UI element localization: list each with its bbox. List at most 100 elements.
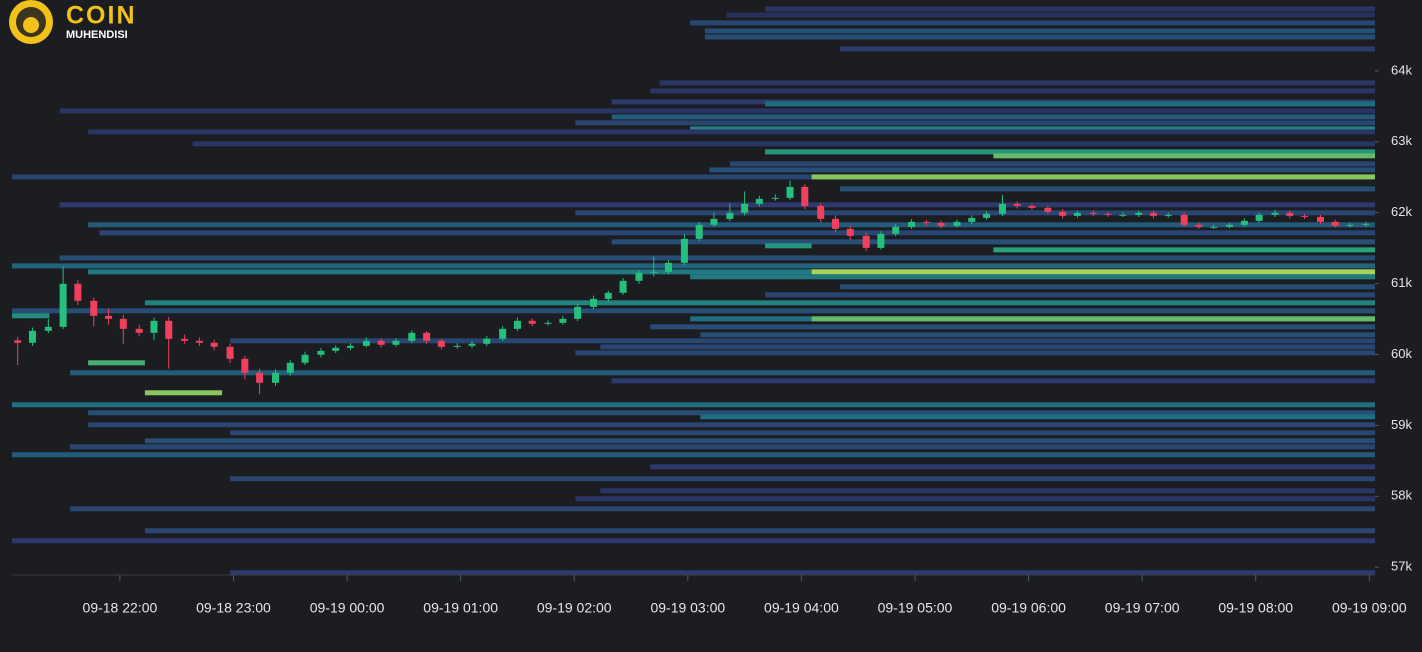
candle-body <box>922 221 930 223</box>
candle-body <box>44 326 52 331</box>
liquidation-level <box>12 402 1375 408</box>
candle-body <box>1301 215 1309 217</box>
candle-body <box>726 212 734 219</box>
liquidation-level <box>840 284 1375 290</box>
x-tick-label: 09-19 09:00 <box>1332 600 1407 616</box>
candle-body <box>786 186 794 198</box>
liquidation-level <box>811 269 1375 275</box>
x-tick-label: 09-19 06:00 <box>991 600 1066 616</box>
candle-body <box>392 340 400 345</box>
liquidation-level <box>230 476 1376 482</box>
liquidation-level <box>765 6 1375 12</box>
candle-body <box>1013 203 1021 206</box>
candle-body <box>423 332 431 341</box>
y-tick-label: 64k <box>1391 62 1412 77</box>
candle-body <box>1316 216 1324 222</box>
candle-body <box>28 330 36 343</box>
liquidation-level <box>659 80 1375 86</box>
liquidation-level <box>12 308 1375 314</box>
logo-coin <box>23 17 39 33</box>
liquidation-level <box>690 20 1375 26</box>
candle-body <box>499 328 507 339</box>
y-tick-label: 59k <box>1391 417 1412 432</box>
liquidation-level <box>575 496 1375 502</box>
candle-body <box>286 362 294 373</box>
liquidation-level <box>690 274 1375 280</box>
liquidation-level <box>12 174 1375 180</box>
candle-body <box>619 280 627 293</box>
candle-body <box>210 342 218 347</box>
candle-body <box>150 320 158 333</box>
candle-body <box>1195 224 1203 227</box>
x-tick-label: 09-19 03:00 <box>650 600 725 616</box>
liquidation-level <box>575 350 1375 356</box>
liquidation-level <box>12 313 50 319</box>
logo-title: COIN <box>66 2 137 30</box>
candle-body <box>14 340 22 343</box>
candle-body <box>559 318 567 323</box>
candle-body <box>862 235 870 248</box>
liquidation-level <box>840 46 1375 52</box>
candle-body <box>680 238 688 263</box>
candle-body <box>1286 212 1294 216</box>
candle-body <box>908 221 916 227</box>
logo-subtitle: MUHENDISI <box>66 29 128 41</box>
candle-body <box>953 221 961 226</box>
candle-body <box>544 322 552 324</box>
liquidation-level <box>650 324 1375 330</box>
candle-body <box>710 218 718 225</box>
liquidation-level <box>704 28 1375 34</box>
liquidation-level <box>12 263 1375 269</box>
candle-body <box>1028 205 1036 208</box>
liquidation-level <box>811 174 1375 180</box>
y-tick-label: 63k <box>1391 133 1412 148</box>
candle-body <box>1119 214 1127 216</box>
liquidation-level <box>88 360 145 366</box>
candle-body <box>877 233 885 248</box>
candle-body <box>1331 221 1339 226</box>
liquidation-level <box>230 570 1376 576</box>
y-tick-label: 61k <box>1391 275 1412 290</box>
candle-body <box>377 340 385 345</box>
candle-body <box>468 343 476 346</box>
liquidation-level <box>704 34 1375 40</box>
candle-body <box>1226 224 1234 227</box>
candle-body <box>892 226 900 234</box>
candle-body <box>1164 214 1172 216</box>
x-tick-label: 09-19 07:00 <box>1105 600 1180 616</box>
candle-body <box>135 328 143 333</box>
liquidation-level <box>69 506 1376 512</box>
liquidation-level <box>144 528 1376 534</box>
liquidation-level <box>600 488 1375 494</box>
candle-body <box>483 338 491 344</box>
candle-body <box>74 283 82 301</box>
liquidation-level <box>88 410 1375 416</box>
candle-body <box>665 262 673 272</box>
liquidation-level <box>88 222 1375 228</box>
liquidation-level <box>765 292 1375 298</box>
y-tick-label: 57k <box>1391 559 1412 574</box>
liquidation-level <box>88 269 1375 275</box>
candle-body <box>272 372 280 383</box>
candle-body <box>695 224 703 239</box>
candle-body <box>437 340 445 347</box>
candle-body <box>332 347 340 351</box>
candle-body <box>408 332 416 341</box>
x-tick-label: 09-19 05:00 <box>878 600 953 616</box>
candle-body <box>453 345 461 347</box>
liquidation-level <box>611 114 1375 120</box>
liquidation-level <box>230 430 1376 436</box>
liquidation-level <box>12 538 1375 544</box>
heatmap <box>12 6 1376 576</box>
liquidation-level <box>88 422 1375 428</box>
candle-body <box>1346 224 1354 226</box>
liquidation-level <box>59 108 1376 114</box>
candle-body <box>574 306 582 319</box>
candle-body <box>1271 212 1279 215</box>
liquidation-level <box>59 255 1376 261</box>
liquidation-level <box>765 101 1375 107</box>
liquidation-level <box>69 444 1376 450</box>
candle-body <box>528 320 536 324</box>
x-tick-label: 09-19 08:00 <box>1218 600 1293 616</box>
